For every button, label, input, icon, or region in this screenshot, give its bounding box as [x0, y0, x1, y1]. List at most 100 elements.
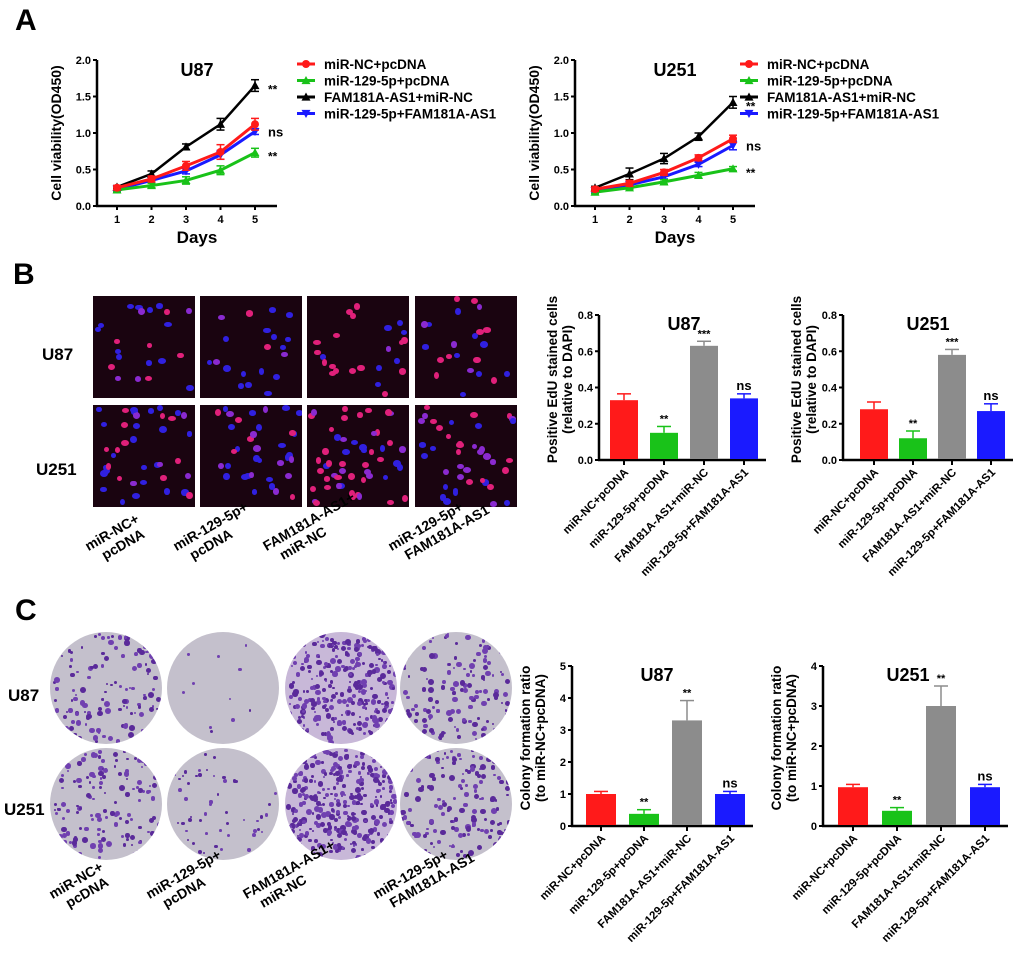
colony [185, 829, 188, 833]
significance-label: ns [983, 388, 998, 403]
colony [506, 820, 512, 825]
y-axis-title: Cell viability(OD450) [48, 65, 64, 200]
colony [98, 855, 102, 859]
colony [57, 721, 61, 725]
y-tick-label: 5 [560, 661, 566, 673]
colony [65, 760, 68, 763]
data-point [728, 97, 738, 106]
colony [307, 669, 312, 674]
colony [77, 735, 82, 741]
colony [168, 711, 171, 714]
colony [127, 731, 134, 738]
colony [98, 765, 105, 772]
colony [296, 836, 302, 842]
colony [63, 849, 68, 854]
colony [354, 825, 360, 831]
colony [355, 656, 360, 662]
colony [178, 788, 183, 792]
colony [497, 829, 502, 835]
legend-marker [301, 92, 311, 101]
colony [352, 763, 358, 769]
colony [297, 792, 303, 798]
cell-nucleus [424, 405, 430, 411]
colony [505, 847, 509, 851]
colony [483, 828, 489, 834]
x-tick-label: 2 [626, 214, 632, 226]
colony [457, 833, 463, 839]
data-point [694, 132, 703, 141]
cell-nucleus [340, 414, 349, 422]
colony-dish [50, 748, 162, 860]
colony [216, 793, 220, 796]
colony [389, 831, 392, 834]
colony [483, 689, 489, 695]
colony [359, 781, 364, 786]
colony [471, 822, 477, 827]
colony [63, 839, 68, 844]
colony [471, 674, 475, 678]
colony [504, 829, 507, 832]
colony [351, 732, 355, 735]
colony [346, 821, 352, 828]
colony [359, 775, 362, 778]
colony [118, 685, 122, 689]
colony [453, 725, 457, 729]
colony [487, 660, 492, 665]
colony [133, 652, 138, 656]
colony [336, 812, 341, 816]
colony [73, 732, 77, 737]
colony [455, 728, 460, 733]
colony [61, 773, 65, 778]
colony [496, 760, 499, 764]
colony [380, 659, 384, 662]
colony [468, 719, 472, 724]
colony [362, 637, 367, 641]
colony [296, 821, 302, 827]
colony [468, 850, 475, 856]
colony [352, 826, 357, 831]
colony [460, 779, 465, 784]
data-point [729, 134, 737, 143]
cell-nucleus [158, 425, 167, 433]
colony [355, 726, 359, 730]
colony [189, 815, 193, 819]
colony [127, 812, 132, 817]
y-tick-label: 1 [560, 789, 566, 801]
colony [405, 712, 412, 719]
colony [300, 665, 306, 671]
colony [414, 834, 418, 839]
colony [107, 735, 113, 741]
significance-label: ** [268, 83, 278, 97]
colony [446, 632, 449, 635]
colony [383, 844, 388, 848]
colony [400, 646, 406, 652]
legend-marker [301, 76, 311, 85]
colony [361, 787, 365, 791]
x-tick-label: miR-NC+pcDNA [561, 467, 631, 537]
colony [198, 773, 202, 777]
colony [366, 637, 371, 643]
colony [273, 791, 278, 795]
y-axis-title: Positive EdU stained cells [545, 296, 560, 463]
colony [374, 709, 378, 714]
cell-nucleus [474, 422, 482, 429]
x-tick-label: miR-129-5p+pcDNA [820, 833, 904, 917]
colony [356, 639, 361, 644]
colony [365, 838, 371, 844]
colony [472, 784, 478, 790]
cell-nucleus [445, 353, 453, 359]
colony [365, 673, 369, 677]
colony [373, 777, 379, 783]
colony [387, 852, 392, 858]
legend-marker [744, 92, 754, 101]
colony [361, 810, 367, 816]
colony [390, 773, 395, 778]
colony [287, 651, 291, 655]
colony [91, 786, 95, 790]
colony [435, 748, 439, 752]
colony [472, 755, 475, 758]
colony [359, 777, 364, 783]
data-point [659, 177, 669, 186]
colony [370, 845, 375, 850]
cell-nucleus [110, 452, 117, 458]
